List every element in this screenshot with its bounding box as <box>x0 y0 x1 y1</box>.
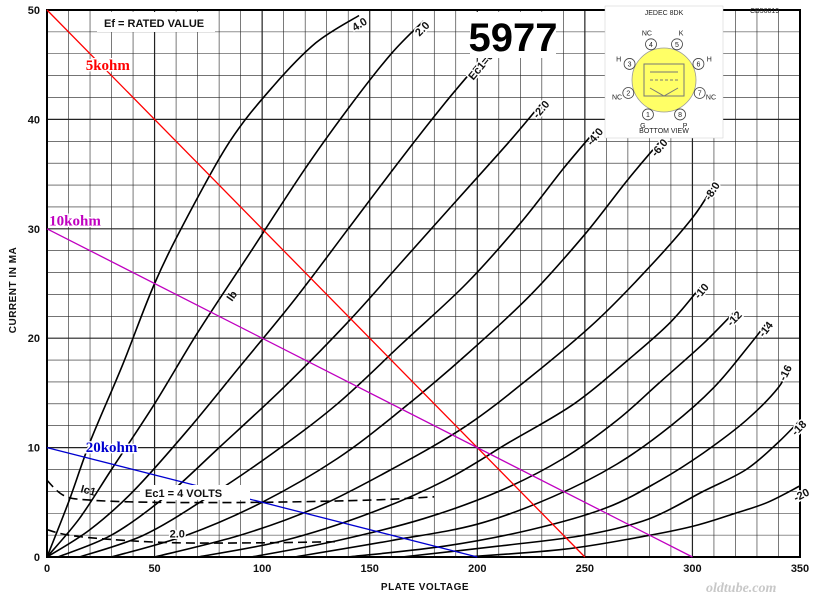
filament-note-box: Ef = RATED VALUE <box>97 12 215 32</box>
socket-body <box>631 47 697 113</box>
y-tick-label: 50 <box>28 5 40 17</box>
load-line <box>46 228 693 558</box>
socket-pin-label: H <box>707 56 712 63</box>
socket-pin <box>671 38 683 51</box>
curve-label: -16 <box>777 363 795 383</box>
x-axis-title: PLATE VOLTAGE <box>381 582 469 593</box>
ic1-label: Ic1 <box>79 483 97 499</box>
x-tick-label: 50 <box>148 563 160 575</box>
x-tick-label: 300 <box>683 563 701 575</box>
grid-current-curve-label: 2.0 <box>170 528 185 540</box>
socket-pin-number: 2 <box>626 90 630 97</box>
x-tick-label: 200 <box>468 563 486 575</box>
plate-curve <box>79 129 597 558</box>
plate-curve <box>294 321 769 558</box>
plate-curve <box>466 485 801 558</box>
y-tick-label: 30 <box>28 224 40 236</box>
plate-curve <box>197 282 704 558</box>
curve-label: -14 <box>757 319 777 340</box>
curve-label: -18 <box>790 419 810 439</box>
tube-title-box: 5977 <box>469 12 558 60</box>
plate-curve <box>57 102 543 558</box>
socket-pin <box>622 87 635 99</box>
load-lines: 5kohm 10kohm 20kohm <box>46 9 693 558</box>
plate-curve <box>46 20 425 558</box>
y-tick-label: 10 <box>28 443 40 455</box>
watermark: oldtube.com <box>706 581 776 596</box>
curve-label: -6.0 <box>649 137 670 159</box>
plate-curve <box>401 419 801 558</box>
socket-pin-label: NC <box>642 31 652 38</box>
socket-pin-label: H <box>616 56 621 63</box>
grid-current-curve <box>46 528 338 544</box>
plate-curve <box>46 64 478 558</box>
load-line-label: 10kohm <box>49 214 101 230</box>
y-tick-label: 40 <box>28 114 40 126</box>
socket-pin-label: NC <box>612 95 622 102</box>
socket-pin <box>693 87 706 99</box>
plot-border <box>46 9 801 558</box>
socket-pin <box>692 58 705 70</box>
tube-title: 5977 <box>469 16 558 60</box>
plate-curve <box>348 365 790 558</box>
socket-pin-number: 3 <box>628 61 632 68</box>
x-tick-label: 150 <box>361 563 379 575</box>
curve-label: 2.0 <box>413 20 432 39</box>
y-tick-label: 20 <box>28 333 40 345</box>
plate-curve <box>111 140 661 558</box>
socket-pin-label: NC <box>706 95 716 102</box>
doc-number: CB56019 <box>750 8 779 15</box>
socket-pin-label: G <box>640 123 645 130</box>
socket-footer: BOTTOM VIEW <box>639 128 689 135</box>
curve-label: -10 <box>692 282 711 302</box>
curve-label: -4.0 <box>585 126 606 148</box>
tube-symbol <box>643 63 685 97</box>
socket-pin-label: K <box>679 31 684 38</box>
curve-label: -12 <box>725 309 745 329</box>
socket-pin-label: P <box>683 123 688 130</box>
socket-pin <box>674 108 686 121</box>
socket-pin-number: 8 <box>678 112 682 119</box>
socket-pin <box>623 58 636 70</box>
load-line-label: 5kohm <box>86 58 131 74</box>
x-tick-label: 350 <box>791 563 809 575</box>
grid-current-curves: 2.0 <box>46 479 435 544</box>
socket-pin <box>645 38 657 51</box>
socket-heading: JEDEC 8DK <box>645 10 684 17</box>
ec1-note: Ec1 = 4 VOLTS <box>145 488 222 500</box>
load-line <box>46 446 478 558</box>
x-tick-label: 100 <box>253 563 271 575</box>
axis-ticks: 0 50 100 150 200 250 300 350 0 10 20 30 40 50 <box>28 5 809 575</box>
socket-pin-number: 4 <box>649 42 653 49</box>
ib-label: Ib <box>225 289 241 304</box>
plate-curve <box>46 14 360 558</box>
grid-current-curve <box>46 479 435 504</box>
socket-pin-number: 1 <box>646 112 650 119</box>
curve-label: -2.0 <box>531 99 552 121</box>
ec1-note-box: Ec1 = 4 VOLTS <box>140 485 250 500</box>
socket-pin-number: 6 <box>696 61 700 68</box>
load-line <box>46 9 586 558</box>
socket-pin-number: 5 <box>675 42 679 49</box>
y-axis-title: CURRENT IN MA <box>8 247 19 334</box>
y-tick-label: 0 <box>34 552 40 564</box>
x-tick-label: 250 <box>576 563 594 575</box>
plot-frame <box>46 9 801 558</box>
socket-pin <box>642 108 654 121</box>
filament-note: Ef = RATED VALUE <box>104 18 204 30</box>
plate-curve <box>154 184 715 558</box>
plate-curve <box>251 310 737 558</box>
x-tick-label: 0 <box>44 563 50 575</box>
load-line-label: 20kohm <box>86 440 138 456</box>
socket-pin-number: 7 <box>698 90 702 97</box>
